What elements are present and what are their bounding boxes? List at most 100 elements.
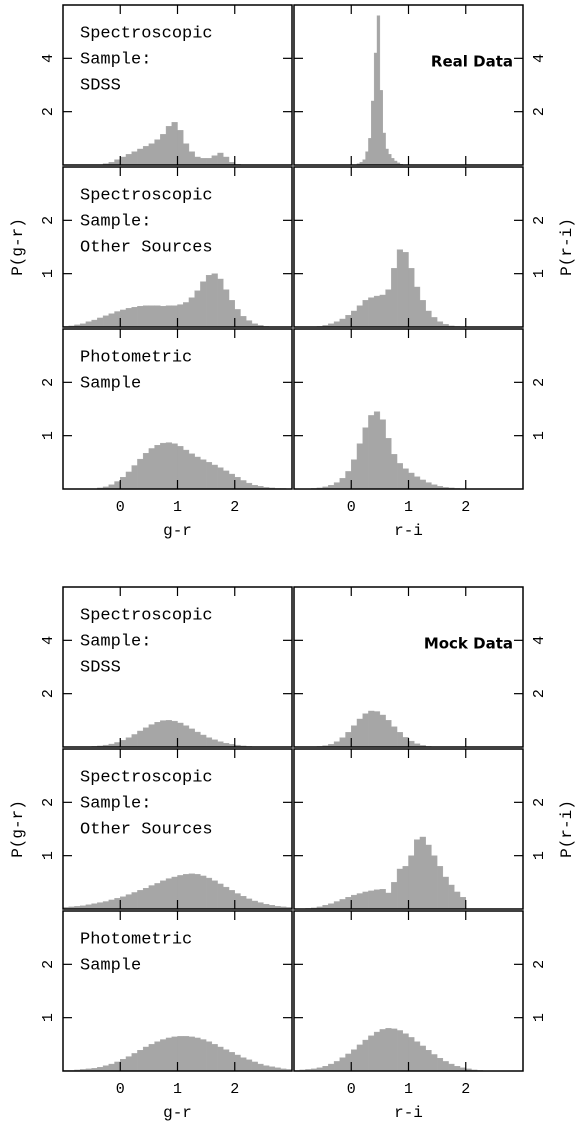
histogram-bar: [356, 443, 363, 490]
histogram-bar: [217, 741, 224, 748]
histogram-bar: [120, 156, 127, 166]
histogram-bar: [171, 720, 178, 748]
histogram-bar: [234, 893, 241, 910]
histogram-bar: [228, 300, 235, 328]
y-axis-label: P(g-r): [9, 800, 27, 858]
histogram-bar: [211, 880, 218, 910]
histogram-bar: [385, 892, 392, 910]
histogram-bar: [102, 1065, 109, 1072]
panel-annotation: Spectroscopic: [80, 186, 213, 205]
x-tick-label: 2: [461, 499, 470, 516]
y-tick-label: 2: [40, 689, 57, 698]
histogram-bar: [211, 273, 218, 328]
y-tick-label: 2: [531, 798, 548, 807]
histogram-bar: [160, 880, 167, 910]
histogram-bar: [160, 134, 167, 166]
panel: 2 4 Real Data: [293, 4, 548, 166]
histogram-bar: [419, 300, 426, 328]
histogram-bar: [205, 462, 213, 490]
histogram-bar: [142, 888, 150, 910]
y-tick-label: 1: [40, 269, 57, 278]
histogram-bar: [205, 158, 213, 166]
y-tick-label: 2: [531, 378, 548, 387]
histogram-bar: [97, 317, 104, 328]
histogram-bar: [200, 281, 207, 328]
histogram-bar: [373, 1031, 381, 1072]
histogram-bar: [362, 1039, 369, 1072]
histogram-bar: [385, 438, 392, 490]
x-tick-label: 2: [230, 1081, 239, 1098]
histogram-bar: [385, 720, 392, 748]
panel: 0 1 2 1 2 Photometric Sample g-r: [40, 910, 293, 1122]
histogram-bar: [211, 464, 218, 490]
histogram-bar: [245, 1059, 253, 1072]
histogram-bar: [373, 411, 381, 490]
histogram-bar: [402, 866, 409, 910]
histogram-bar: [414, 1041, 421, 1072]
histogram-bar: [391, 882, 398, 910]
histogram-bar: [217, 278, 224, 328]
histogram-bar: [351, 894, 358, 910]
histogram-bar: [345, 315, 352, 328]
histogram-bar: [240, 1057, 247, 1072]
histogram-bar: [448, 1063, 455, 1072]
histogram-bar: [351, 459, 358, 490]
histogram-bar: [234, 1054, 241, 1072]
histogram-bar: [402, 252, 409, 328]
panel-annotation: Spectroscopic: [80, 24, 213, 43]
y-tick-label: 2: [531, 960, 548, 969]
histogram-bar: [200, 734, 207, 748]
histogram-bar: [183, 874, 190, 910]
histogram-bar: [142, 1046, 150, 1072]
histogram-bar: [234, 309, 241, 328]
histogram-bar: [217, 152, 224, 166]
histogram-bar: [131, 892, 138, 910]
histogram-bar: [194, 456, 201, 490]
histogram-bar: [200, 459, 207, 490]
histogram-bar: [234, 477, 241, 490]
histogram-bar: [402, 468, 409, 490]
histogram-bar: [120, 740, 127, 748]
y-tick-label: 2: [40, 107, 57, 116]
histogram-bar: [339, 1057, 346, 1072]
y-tick-label: 1: [40, 851, 57, 860]
histogram-bar: [108, 313, 115, 328]
histogram-bar: [131, 734, 138, 748]
histogram-bar: [194, 290, 201, 328]
histogram-bar: [165, 442, 172, 490]
x-tick-label: 2: [461, 1081, 470, 1098]
histogram-bar: [125, 737, 132, 748]
histogram-bar: [217, 1046, 224, 1072]
histogram-bar: [379, 419, 386, 490]
histogram-bar: [154, 722, 161, 748]
x-tick-label: 1: [404, 1081, 413, 1098]
histogram-bar: [240, 896, 247, 910]
histogram-bar: [177, 875, 184, 910]
y-axis-label: P(r-i): [558, 218, 576, 276]
x-axis-label: g-r: [163, 1104, 192, 1122]
histogram-bar: [211, 155, 218, 166]
histogram-bar: [396, 1030, 403, 1072]
histogram-bar: [188, 728, 195, 748]
histogram-bar: [142, 453, 150, 490]
y-tick-label: 1: [531, 851, 548, 860]
histogram-bar: [373, 52, 378, 166]
histogram-bar: [188, 873, 195, 910]
histogram-bar: [379, 294, 386, 328]
histogram-bar: [414, 839, 421, 910]
histogram-bar: [160, 1039, 167, 1072]
histogram-bar: [137, 458, 144, 490]
histogram-bar: [188, 297, 195, 328]
histogram-bar: [120, 477, 127, 490]
histogram-bar: [120, 1059, 127, 1072]
histogram-bar: [376, 15, 381, 166]
histogram-bar: [408, 472, 415, 490]
histogram-bar: [211, 1044, 218, 1072]
panel-annotation: Spectroscopic: [80, 606, 213, 625]
panel: 2 4 Spectroscopic Sample: SDSS: [40, 586, 293, 748]
histogram-bar: [396, 249, 403, 328]
histogram-bar: [183, 449, 190, 490]
panel-annotation: Sample:: [80, 212, 151, 231]
histogram-bar: [245, 320, 253, 328]
histogram-bar: [362, 300, 369, 328]
